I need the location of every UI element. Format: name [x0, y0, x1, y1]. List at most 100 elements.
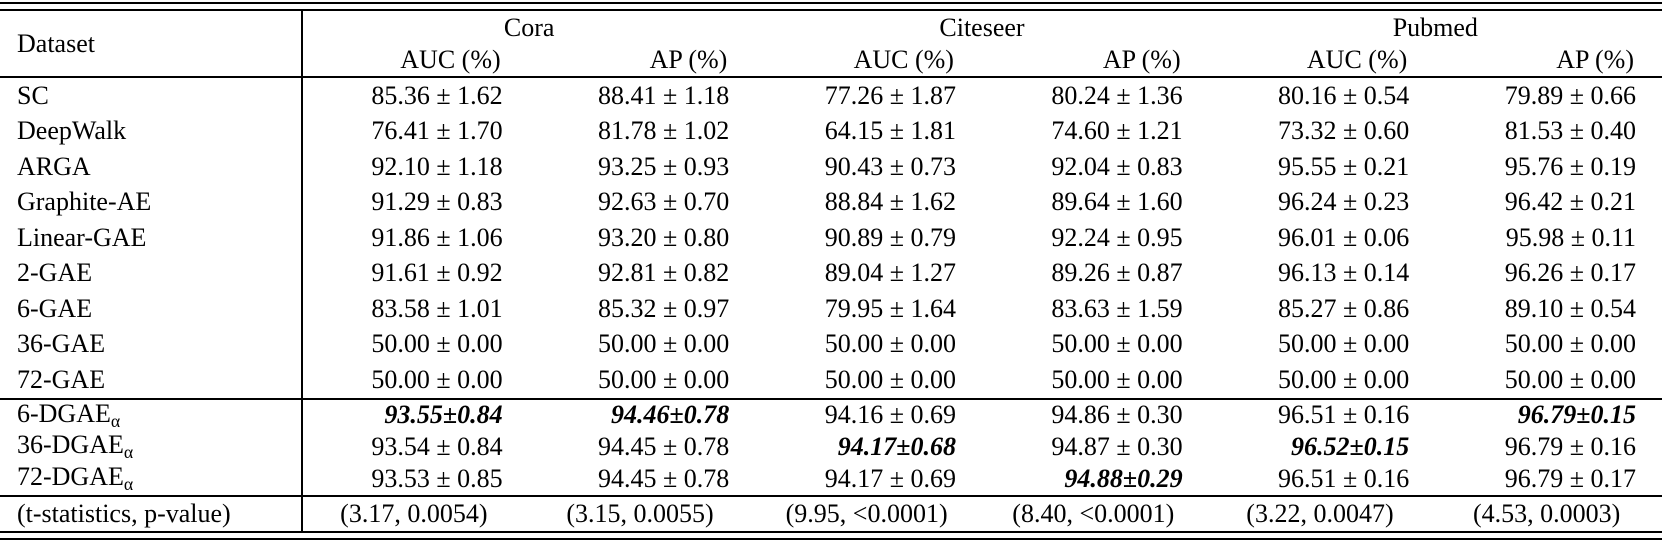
value-cell: 93.20 ± 0.80	[598, 222, 730, 252]
model-name: 36-DGAE	[17, 431, 124, 460]
model-name: 2-GAE	[17, 258, 93, 288]
value-cell: 90.89 ± 0.79	[824, 222, 956, 252]
table-row: DeepWalk 76.41 ± 1.70 81.78 ± 1.02 64.15 ± …	[0, 113, 1662, 150]
model-subscript: α	[110, 410, 121, 431]
table-row: 2-GAE 91.61 ± 0.92 92.81 ± 0.82 89.04 ± 1.2…	[0, 255, 1662, 292]
table-row: 72-DGAEα 93.53 ± 0.85 94.45 ± 0.78 94.17 ± …	[0, 463, 1662, 496]
model-name: 6-DGAE	[17, 398, 111, 428]
value-cell: 80.16 ± 0.54	[1278, 80, 1410, 110]
group-header-cora: Cora	[503, 12, 555, 42]
model-name-cell: 6-DGAEα	[0, 399, 302, 432]
table-row: 36-DGAEα 93.54 ± 0.84 94.45 ± 0.78 94.17±0.…	[0, 431, 1662, 464]
value-cell: 94.45 ± 0.78	[598, 463, 730, 493]
value-cell: 89.26 ± 0.87	[1051, 258, 1183, 288]
value-cell: 94.45 ± 0.78	[598, 432, 730, 462]
column-header-pubmed-ap: AP (%)	[1556, 45, 1634, 74]
value-cell: 93.53 ± 0.85	[301, 463, 529, 496]
value-cell: 50.00 ± 0.00	[1051, 329, 1183, 359]
value-cell: 79.89 ± 0.66	[1504, 80, 1636, 110]
column-header-cora-auc: AUC (%)	[301, 44, 529, 77]
value-cell: 50.00 ± 0.00	[598, 329, 730, 359]
model-name: 72-DGAE	[17, 463, 124, 492]
tstat-value-cell: (3.22, 0.0047)	[1246, 498, 1394, 528]
model-name-cell: 2-GAE	[0, 256, 302, 292]
value-cell: 93.54 ± 0.84	[301, 431, 529, 464]
model-name-cell: DeepWalk	[0, 114, 302, 150]
value-cell: 76.41 ± 1.70	[301, 113, 529, 149]
value-cell: 96.52±0.15	[1291, 432, 1410, 462]
value-cell: 93.25 ± 0.93	[598, 151, 730, 181]
value-cell: 96.79±0.15	[1517, 400, 1636, 430]
value-cell: 91.86 ± 1.06	[301, 220, 529, 256]
value-cell: 89.64 ± 1.60	[1051, 187, 1183, 217]
model-name-cell: SC	[0, 77, 302, 114]
tstat-value-cell: (3.17, 0.0054)	[301, 495, 529, 531]
value-cell: 64.15 ± 1.81	[824, 116, 956, 146]
table-row: Graphite-AE 91.29 ± 0.83 92.63 ± 0.70 88.84…	[0, 184, 1662, 221]
value-cell: 89.10 ± 0.54	[1504, 293, 1636, 323]
tstat-row: (t-statistics, p-value) (3.17, 0.0054) (…	[0, 495, 1662, 531]
value-cell: 73.32 ± 0.60	[1278, 116, 1410, 146]
value-cell: 96.26 ± 0.17	[1504, 258, 1636, 288]
value-cell: 85.36 ± 1.62	[301, 77, 529, 114]
model-name: 36-GAE	[17, 329, 106, 359]
value-cell: 85.27 ± 0.86	[1278, 293, 1410, 323]
value-cell: 50.00 ± 0.00	[301, 326, 529, 362]
table-header: Dataset Cora Citeseer Pubmed AUC (%) AP …	[0, 11, 1662, 77]
value-cell: 92.10 ± 1.18	[301, 149, 529, 185]
value-cell: 94.87 ± 0.30	[1051, 432, 1183, 462]
metric-header-row: AUC (%) AP (%) AUC (%) AP (%) AUC (%) AP…	[0, 44, 1662, 77]
tstat-value-cell: (4.53, 0.0003)	[1472, 498, 1621, 528]
value-cell: 92.81 ± 0.82	[598, 258, 730, 288]
value-cell: 95.55 ± 0.21	[1278, 151, 1410, 181]
value-cell: 85.32 ± 0.97	[598, 293, 730, 323]
column-header-citeseer-ap: AP (%)	[1102, 45, 1181, 74]
value-cell: 74.60 ± 1.21	[1051, 116, 1183, 146]
column-header-citeseer-auc: AUC (%)	[853, 45, 954, 74]
value-cell: 77.26 ± 1.87	[824, 80, 956, 110]
value-cell: 92.63 ± 0.70	[598, 187, 730, 217]
model-name-cell: 72-GAE	[0, 362, 302, 399]
value-cell: 92.24 ± 0.95	[1051, 222, 1183, 252]
value-cell: 50.00 ± 0.00	[301, 362, 529, 399]
value-cell: 96.01 ± 0.06	[1278, 222, 1410, 252]
value-cell: 88.84 ± 1.62	[824, 187, 956, 217]
model-name: 6-GAE	[17, 293, 93, 323]
group-header-pubmed: Pubmed	[1392, 12, 1478, 42]
value-cell: 81.53 ± 0.40	[1504, 116, 1636, 146]
tstat-value-cell: (8.40, <0.0001)	[1012, 498, 1175, 528]
value-cell: 50.00 ± 0.00	[1504, 329, 1636, 359]
table-row: ARGA 92.10 ± 1.18 93.25 ± 0.93 90.43 ± 0.73…	[0, 149, 1662, 185]
value-cell: 91.61 ± 0.92	[301, 255, 529, 291]
value-cell: 90.43 ± 0.73	[824, 151, 956, 181]
value-cell: 96.51 ± 0.16	[1278, 463, 1410, 493]
model-name-cell: 72-DGAEα	[0, 463, 302, 496]
tstat-section: (t-statistics, p-value) (3.17, 0.0054) (…	[0, 495, 1662, 531]
value-cell: 91.29 ± 0.83	[301, 184, 529, 220]
group-header-citeseer: Citeseer	[939, 12, 1025, 42]
value-cell: 96.79 ± 0.16	[1504, 432, 1636, 462]
value-cell: 83.63 ± 1.59	[1051, 293, 1183, 323]
group-header-row: Dataset Cora Citeseer Pubmed	[0, 11, 1662, 77]
model-name: DeepWalk	[17, 116, 127, 146]
benchmark-table: Dataset Cora Citeseer Pubmed AUC (%) AP …	[0, 11, 1662, 531]
value-cell: 50.00 ± 0.00	[1504, 364, 1636, 394]
model-name-cell: 36-GAE	[0, 327, 302, 363]
value-cell: 96.13 ± 0.14	[1278, 258, 1410, 288]
value-cell: 93.55±0.84	[301, 398, 529, 432]
value-cell: 96.51 ± 0.16	[1278, 400, 1410, 430]
table-row: 72-GAE 50.00 ± 0.00 50.00 ± 0.00 50.00 ± 0.…	[0, 362, 1662, 399]
model-name-cell: Graphite-AE	[0, 185, 302, 221]
column-header-cora-ap: AP (%)	[649, 45, 728, 74]
value-cell: 96.24 ± 0.23	[1278, 187, 1410, 217]
baseline-rows-section: SC 85.36 ± 1.62 88.41 ± 1.18 77.26 ± 1.87 80…	[0, 77, 1662, 399]
model-name: SC	[17, 80, 49, 110]
value-cell: 50.00 ± 0.00	[1278, 364, 1410, 394]
table-row: Linear-GAE 91.86 ± 1.06 93.20 ± 0.80 90.89 …	[0, 220, 1662, 256]
dataset-column-header: Dataset	[0, 11, 303, 77]
value-cell: 94.16 ± 0.69	[824, 400, 956, 430]
dgae-rows-section: 6-DGAEα 93.55±0.84 94.46±0.78 94.16 ± 0.69 9…	[0, 398, 1662, 496]
value-cell: 94.46±0.78	[611, 400, 730, 430]
model-subscript: α	[123, 442, 134, 463]
